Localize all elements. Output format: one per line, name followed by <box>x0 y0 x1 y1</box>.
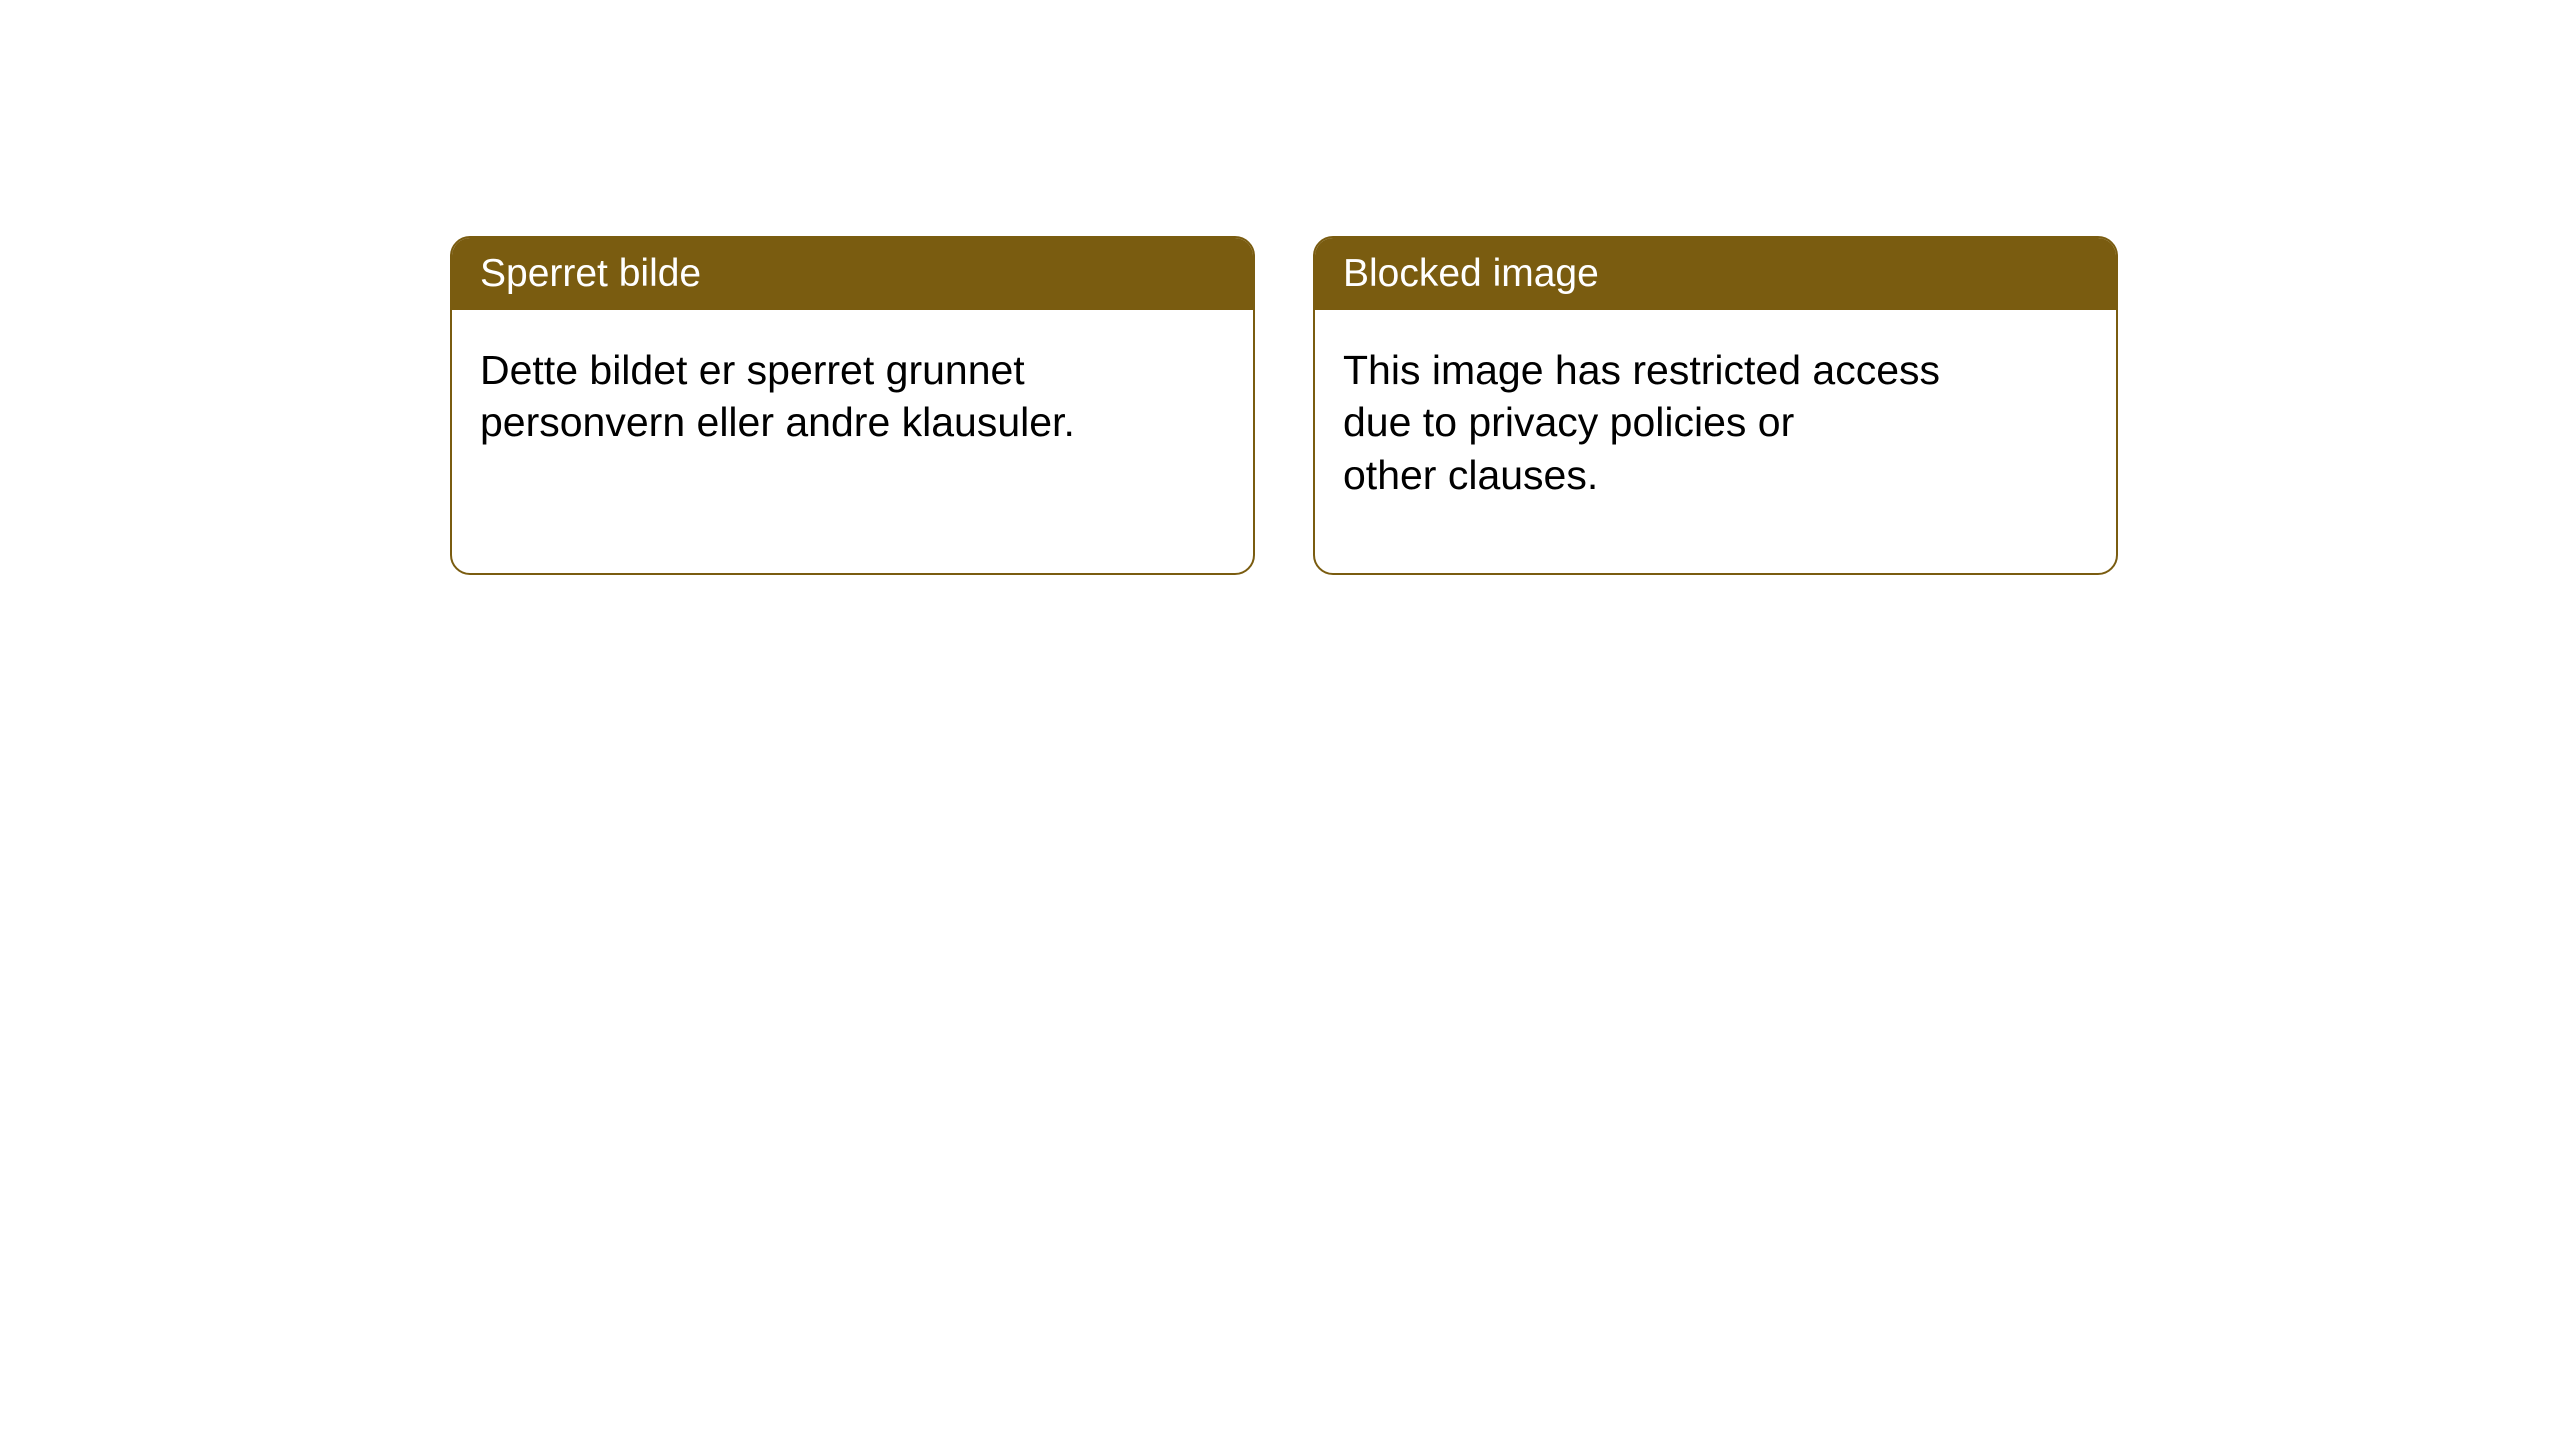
notice-container: Sperret bilde Dette bildet er sperret gr… <box>450 236 2118 575</box>
notice-body: Dette bildet er sperret grunnet personve… <box>452 310 1253 483</box>
notice-header: Sperret bilde <box>452 238 1253 310</box>
notice-body: This image has restricted access due to … <box>1315 310 2116 535</box>
notice-card-norwegian: Sperret bilde Dette bildet er sperret gr… <box>450 236 1255 575</box>
notice-card-english: Blocked image This image has restricted … <box>1313 236 2118 575</box>
notice-header: Blocked image <box>1315 238 2116 310</box>
